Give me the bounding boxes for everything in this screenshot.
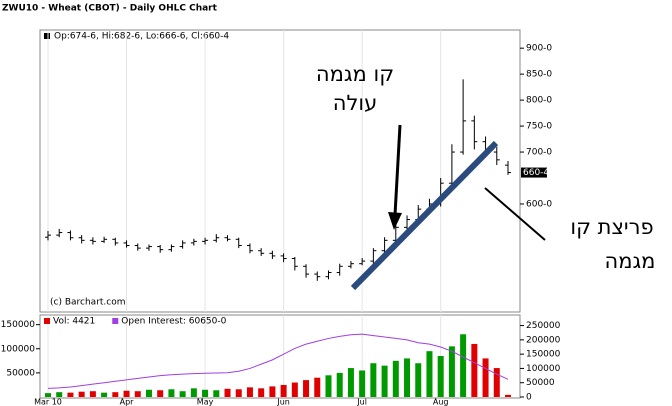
y2-tick-label: 50000 — [526, 378, 555, 388]
volume-bar — [336, 372, 343, 397]
chart-title: ZWU10 - Wheat (CBOT) - Daily OHLC Chart — [2, 4, 218, 14]
x-tick-label: Jul — [356, 398, 367, 406]
y2-tick-label: 100000 — [526, 364, 561, 374]
source: (c) Barchart.com — [50, 298, 126, 308]
volume-bar — [246, 387, 253, 397]
volume-bar — [78, 391, 85, 397]
volume-bar — [347, 368, 354, 397]
trend-line — [350, 140, 499, 291]
y2-tick-label: 200000 — [526, 335, 561, 345]
volume-bar — [269, 386, 276, 397]
y-tick-label: 800-0 — [526, 96, 552, 106]
volume-bar — [168, 389, 175, 397]
volume-bar — [45, 393, 51, 397]
legend-swatch — [112, 318, 119, 324]
y-tick-label: 850-0 — [526, 70, 552, 80]
volume-bar — [280, 384, 287, 397]
volume-bar — [258, 388, 265, 397]
volume-bar — [359, 370, 366, 397]
volume-bar — [145, 389, 152, 397]
volume-bar — [370, 363, 377, 397]
volume-bar — [448, 346, 455, 397]
last-price-label: 660-4 — [523, 168, 549, 178]
volume-bar — [325, 375, 332, 397]
volume-bar — [392, 360, 399, 397]
volume-bar — [404, 358, 411, 397]
y-tick-label: 750-0 — [526, 122, 552, 132]
volume-bar — [415, 363, 422, 397]
volume-bar — [314, 377, 321, 397]
y-tick-label: 150000 — [1, 320, 36, 330]
price-panel — [39, 29, 521, 313]
y-tick-label: 100000 — [1, 344, 36, 354]
volume-bar — [67, 392, 74, 397]
y-tick-label: 600-0 — [526, 199, 552, 209]
volume-bar — [460, 334, 467, 397]
marks: Mar 10 Apr May Jun Jul Aug 600-0 700-0 750-0 800-… — [1, 30, 561, 406]
legend-swatch — [44, 318, 50, 324]
annotation: עולה — [333, 91, 378, 115]
volume-bar — [213, 390, 220, 397]
volume-bar — [381, 365, 388, 397]
legend-label: Open Interest: 60650-0 — [121, 317, 226, 327]
volume-bar — [134, 391, 141, 397]
volume-bar — [291, 382, 298, 397]
volume-bar — [56, 392, 63, 397]
legend-swatch — [44, 33, 50, 39]
x-tick-label: Jun — [276, 398, 290, 406]
y-tick-label: 700-0 — [526, 148, 552, 158]
volume-bar — [202, 389, 209, 397]
x-tick-label: Mar 10 — [34, 398, 62, 406]
legend-text: Op:674-6, Hi:682-6, Lo:666-6, Cl:660-4 — [54, 32, 229, 42]
volume-bar — [224, 388, 231, 397]
annotation: קו מגמה — [316, 62, 394, 86]
x-tick-label: May — [197, 398, 214, 406]
volume-bar — [426, 351, 433, 397]
x-tick-label: Apr — [120, 398, 135, 406]
volume-bar — [303, 380, 310, 397]
volume-bar — [179, 391, 186, 397]
volume-bar — [471, 343, 478, 397]
y-tick-label: 50000 — [6, 368, 35, 378]
legend-label: Vol: 4421 — [53, 317, 95, 327]
volume-bar — [437, 356, 444, 397]
volume-bar — [190, 388, 197, 397]
arrow-shaft — [393, 124, 402, 216]
arrow-head — [388, 212, 402, 230]
volume-bar — [123, 390, 130, 397]
volume-panel — [39, 314, 521, 399]
volume-bar — [112, 392, 119, 397]
volume-bar — [235, 389, 242, 397]
y-tick-label: 900-0 — [526, 44, 552, 54]
pointer-line — [484, 187, 546, 241]
volume-bar — [505, 394, 511, 397]
volume-bar — [493, 368, 500, 397]
last-price-box — [521, 167, 547, 178]
y2-tick-label: 250000 — [526, 321, 561, 331]
y2-tick-label: 150000 — [526, 350, 561, 360]
annotation: מגמה — [605, 249, 656, 273]
volume-bar — [101, 392, 108, 397]
annotation: פריצת קו — [570, 215, 653, 239]
volume-bar — [482, 358, 489, 397]
x-tick-label: Aug — [433, 398, 449, 406]
volume-bar — [89, 391, 96, 397]
y2-tick-label: 0 — [526, 393, 532, 403]
open-interest-line — [47, 333, 509, 389]
volume-bar — [157, 390, 164, 397]
